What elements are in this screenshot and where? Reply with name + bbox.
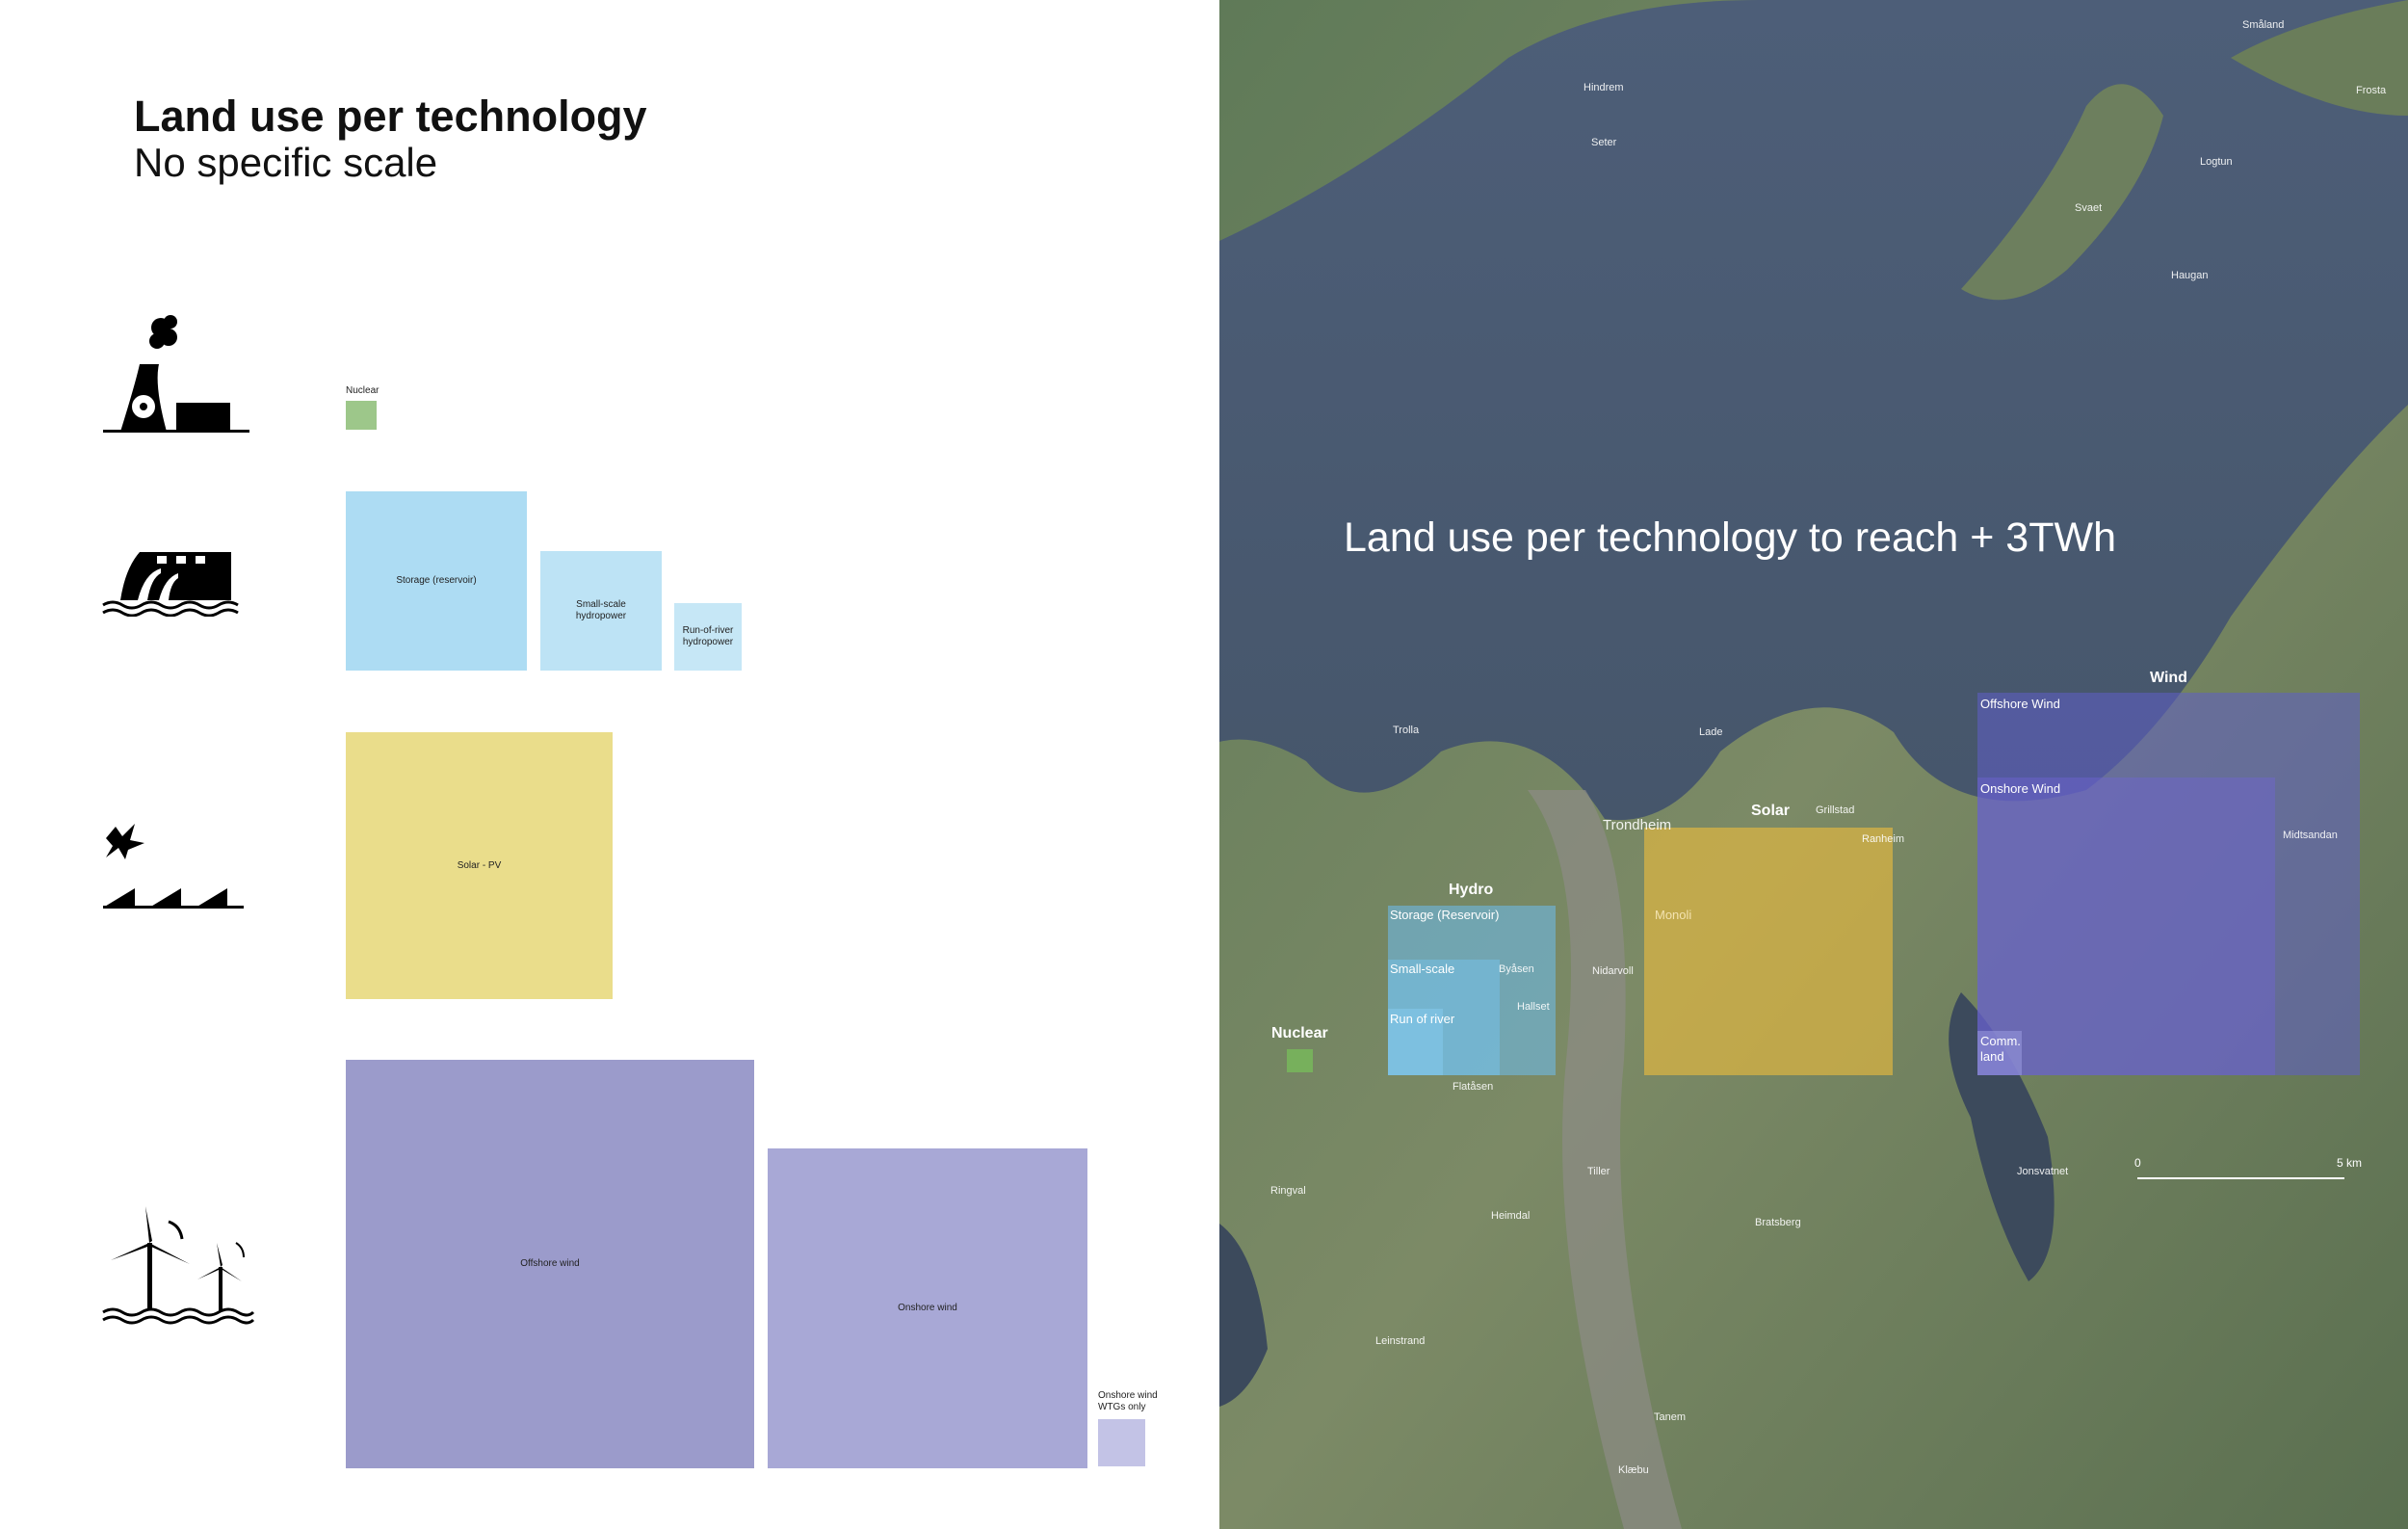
place-label: Ranheim xyxy=(1862,833,1905,845)
overlay-label: Small-scale xyxy=(1390,962,1455,976)
place-label: Seter xyxy=(1591,137,1617,148)
square-small-scale: Small-scale hydropower xyxy=(540,551,662,671)
map-background xyxy=(1219,0,2408,1529)
place-label: Tiller xyxy=(1587,1166,1610,1177)
overlay-label: Run of river xyxy=(1390,1012,1455,1026)
nuclear-icon xyxy=(103,315,249,433)
overlay-nuclear xyxy=(1287,1049,1313,1072)
overlay-onshore xyxy=(1977,778,2275,1075)
label-storage: Storage (reservoir) xyxy=(396,575,477,586)
map: Land use per technology to reach + 3TWh … xyxy=(1219,0,2408,1529)
overlay-label: Comm. land xyxy=(1980,1034,2021,1064)
overlay-solar xyxy=(1644,828,1893,1075)
scale-start: 0 xyxy=(2134,1156,2141,1170)
place-label: Nidarvoll xyxy=(1592,965,1634,977)
place-label: Småland xyxy=(2242,19,2285,31)
place-label: Tanem xyxy=(1654,1411,1687,1423)
overlay-label: Offshore Wind xyxy=(1980,697,2060,711)
overlay-comm-land xyxy=(1977,1031,2022,1075)
overlay-offshore xyxy=(1977,693,2360,1075)
overlay-label: Storage (Reservoir) xyxy=(1390,908,1500,922)
square-onshore: Onshore wind xyxy=(768,1148,1087,1468)
place-label: Haugan xyxy=(2171,270,2209,281)
label-offshore: Offshore wind xyxy=(520,1258,580,1269)
overlay-label: Onshore Wind xyxy=(1980,781,2061,796)
square-run-of-river: Run-of-river hydropower xyxy=(674,603,742,671)
square-solar: Solar - PV xyxy=(346,732,613,999)
place-label: Flatåsen xyxy=(1453,1081,1494,1093)
hydro-icon xyxy=(102,552,239,617)
place-label: Frosta xyxy=(2356,85,2387,96)
place-label: Bratsberg xyxy=(1755,1217,1801,1228)
label-solar: Solar - PV xyxy=(457,859,502,871)
square-nuclear xyxy=(346,401,377,430)
place-label: Svaet xyxy=(2075,202,2103,214)
label-onshore: Onshore wind xyxy=(898,1303,957,1313)
overlay-run-of-river xyxy=(1388,1009,1443,1075)
place-label: Ringval xyxy=(1270,1185,1306,1197)
place-label: Leinstrand xyxy=(1375,1335,1426,1347)
group-label: Solar xyxy=(1751,803,1791,819)
square-storage: Storage (reservoir) xyxy=(346,491,527,671)
square-offshore: Offshore wind xyxy=(346,1060,754,1468)
solar-icon xyxy=(103,824,244,909)
label-wtg: Onshore wind WTGs only xyxy=(1098,1390,1158,1412)
place-label: Trolla xyxy=(1393,725,1420,736)
place-label: Hallset xyxy=(1517,1001,1550,1013)
overlay-small-scale xyxy=(1388,960,1500,1075)
square-wtg xyxy=(1098,1419,1145,1466)
group-label: Hydro xyxy=(1449,882,1494,898)
label-nuclear: Nuclear xyxy=(346,385,380,396)
title: Land use per technology xyxy=(134,92,647,141)
place-label: Lade xyxy=(1699,726,1723,738)
overlay-storage xyxy=(1388,906,1556,1075)
place-label: Jonsvatnet xyxy=(2017,1166,2069,1177)
subtitle: No specific scale xyxy=(134,140,438,185)
scale-end: 5 km xyxy=(2337,1156,2363,1170)
place-label: Klæbu xyxy=(1618,1464,1649,1476)
map-title: Land use per technology to reach + 3TWh xyxy=(1344,514,2116,561)
place-label: Logtun xyxy=(2200,156,2233,168)
wind-icon xyxy=(102,1206,255,1325)
place-label: Trondheim xyxy=(1603,817,1672,833)
label-small-scale: Small-scale hydropower xyxy=(575,599,627,621)
place-label: Grillstad xyxy=(1816,804,1855,816)
place-label: Hindrem xyxy=(1584,82,1624,93)
scale-bar xyxy=(2137,1177,2344,1179)
place-label: Midtsandan xyxy=(2283,830,2338,841)
group-label: Nuclear xyxy=(1271,1025,1328,1041)
place-label: Byåsen xyxy=(1499,963,1534,975)
label-run-of-river: Run-of-river hydropower xyxy=(682,625,734,647)
group-label: Wind xyxy=(2150,670,2187,686)
place-label: Heimdal xyxy=(1491,1210,1531,1222)
overlay-label: Monoli xyxy=(1655,908,1692,922)
